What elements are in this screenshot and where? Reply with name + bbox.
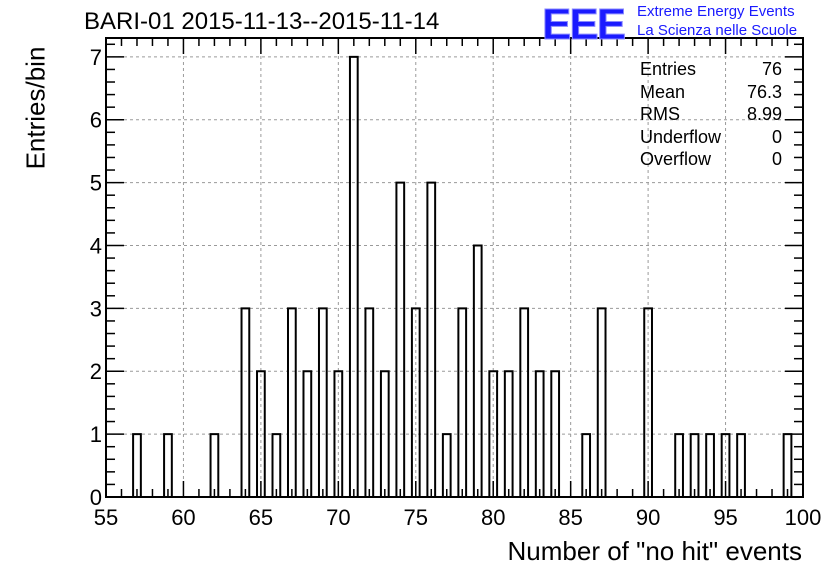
- stat-label: Mean: [640, 81, 686, 102]
- histogram-bar: [364, 307, 375, 499]
- stat-value: 8.99: [746, 104, 782, 125]
- x-tick-label: 90: [636, 505, 660, 530]
- histogram-bar: [519, 307, 530, 499]
- histogram-bar: [163, 433, 173, 499]
- x-tick-label: 75: [404, 505, 428, 530]
- histogram-bar: [736, 433, 746, 499]
- stat-entries: Entries 76: [640, 58, 782, 81]
- x-tick-label: 80: [481, 505, 505, 530]
- x-tick-label: 70: [326, 505, 350, 530]
- tick-marks: [105, 38, 804, 498]
- logo-line-1: Extreme Energy Events: [637, 3, 795, 20]
- histogram-bar: [395, 181, 406, 499]
- stat-value: 0: [771, 126, 782, 147]
- stat-rms: RMS 8.99: [640, 103, 782, 126]
- x-tick-label: 100: [785, 505, 822, 530]
- histogram-bar: [317, 307, 328, 499]
- histogram-bar: [643, 307, 653, 499]
- stat-value: 0: [771, 149, 782, 170]
- x-tick-label: 85: [558, 505, 582, 530]
- stat-overflow: Overflow 0: [640, 148, 782, 171]
- histogram-bar: [596, 307, 607, 499]
- stat-value: 76.3: [746, 81, 782, 102]
- stat-label: Overflow: [640, 149, 712, 170]
- logo-line-2: La Scienza nelle Scuole: [637, 22, 798, 39]
- chart-title: BARI-01 2015-11-13--2015-11-14: [84, 8, 440, 35]
- histogram-bar: [426, 181, 437, 499]
- stats-box: Entries 76 Mean 76.3 RMS 8.99 Underflow …: [640, 58, 782, 171]
- histogram-bar: [674, 433, 684, 499]
- histogram-bar: [271, 433, 282, 499]
- y-axis-label: Entries/bin: [20, 46, 51, 170]
- x-tick-label: 60: [171, 505, 195, 530]
- y-axis-label-container: Entries/bin: [0, 0, 51, 200]
- tick-labels: 55 60 65 70 75 80 85 90 95 100 0 1 2 3 4 5 6 7: [90, 45, 822, 530]
- y-tick-label: 2: [90, 359, 102, 384]
- histogram-bar: [209, 433, 220, 499]
- y-tick-label: 5: [90, 171, 102, 196]
- y-tick-label: 3: [90, 296, 102, 321]
- histogram-bar: [286, 307, 297, 499]
- x-tick-label: 55: [94, 505, 118, 530]
- stat-underflow: Underflow 0: [640, 126, 782, 149]
- histogram-bar: [132, 433, 142, 499]
- y-tick-label: 7: [90, 45, 102, 70]
- histogram-bar: [581, 433, 592, 499]
- histogram-bar: [441, 433, 452, 499]
- stat-label: Entries: [640, 59, 697, 79]
- histogram-bar: [240, 307, 251, 499]
- axes: [105, 37, 804, 498]
- y-tick-label: 6: [90, 108, 102, 133]
- eee-logo-icon: EEE: [542, 2, 627, 42]
- histogram-bar: [348, 55, 359, 499]
- histogram-bar: [689, 433, 700, 499]
- histogram-bar: [705, 433, 715, 499]
- stat-mean: Mean 76.3: [640, 81, 782, 104]
- x-tick-label: 95: [713, 505, 737, 530]
- y-tick-label: 0: [90, 485, 102, 510]
- y-tick-label: 4: [90, 233, 102, 258]
- stat-label: RMS: [640, 104, 680, 125]
- x-axis-label: Number of "no hit" events: [507, 536, 803, 566]
- grid-lines: [106, 38, 803, 497]
- histogram-bar: [410, 307, 421, 499]
- y-tick-label: 1: [90, 422, 102, 447]
- svg-text:EEE: EEE: [542, 2, 625, 42]
- histogram-bar: [782, 433, 793, 499]
- stat-label: Underflow: [640, 126, 722, 147]
- x-tick-label: 65: [249, 505, 273, 530]
- plot-frame: [105, 37, 804, 498]
- histogram-bar: [457, 307, 468, 499]
- stat-value: 76: [761, 59, 782, 79]
